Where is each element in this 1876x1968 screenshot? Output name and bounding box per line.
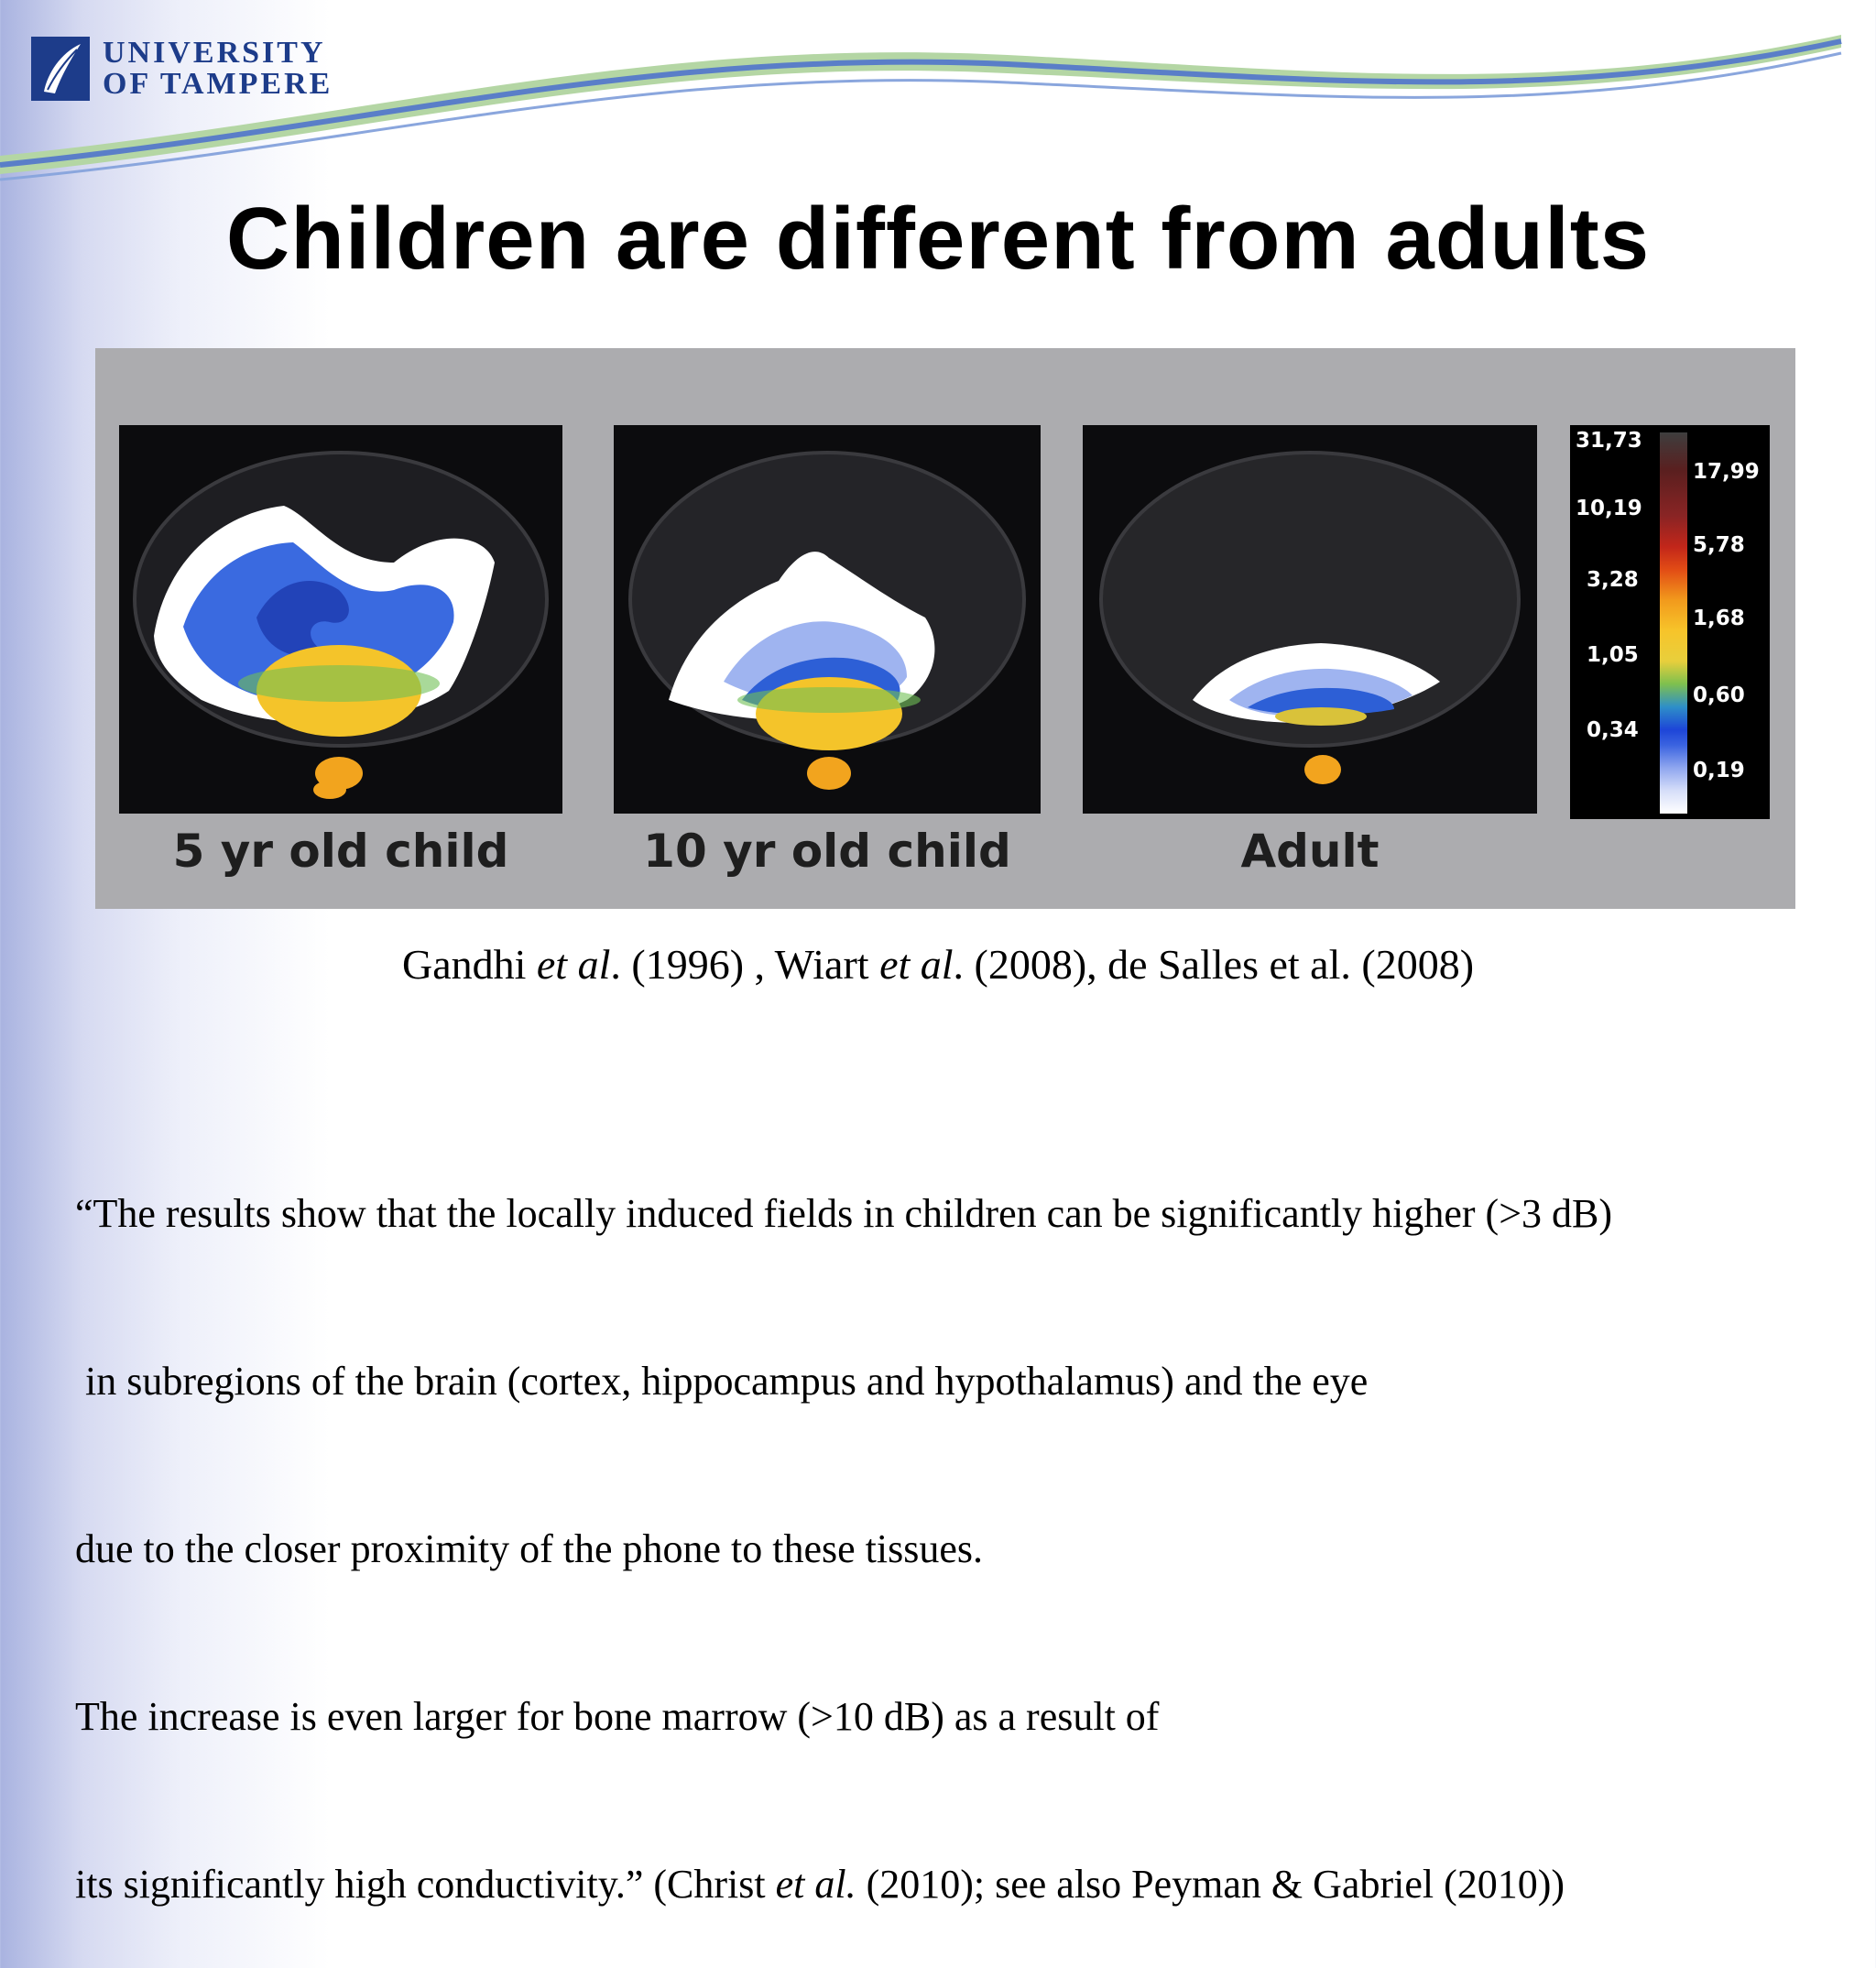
panel-label-5yr: 5 yr old child (172, 825, 509, 878)
leaf-emblem-icon (31, 37, 90, 101)
scale-tick-left-5: 0,34 (1587, 718, 1639, 742)
slide-title: Children are different from adults (225, 190, 1651, 288)
scale-tick-right-5: 0,19 (1693, 759, 1745, 782)
scale-tick-left-2: 10,19 (1576, 497, 1642, 520)
scale-tick-right-4: 0,60 (1693, 683, 1745, 707)
scale-tick-right-1: 17,99 (1693, 460, 1760, 484)
quote-line-4: The increase is even larger for bone mar… (75, 1694, 1160, 1739)
scale-tick-left-1: 31,73 (1576, 429, 1642, 453)
panel-5yr-child (119, 425, 562, 814)
research-quote: “The results show that the locally induc… (75, 1074, 1612, 1968)
quote-line-2: in subregions of the brain (cortex, hipp… (75, 1359, 1369, 1404)
sar-color-scale: 31,73 10,19 3,28 1,05 0,34 17,99 5,78 1,… (1570, 425, 1770, 819)
panel-label-adult: Adult (1240, 825, 1380, 878)
header-wave (0, 35, 1842, 181)
quote-line-5: its significantly high conductivity.” (C… (75, 1862, 1565, 1907)
brain-sar-figure: 31,73 10,19 3,28 1,05 0,34 17,99 5,78 1,… (95, 348, 1795, 909)
scale-tick-right-3: 1,68 (1693, 607, 1745, 630)
university-logo: UNIVERSITY OF TAMPERE (31, 37, 333, 101)
quote-line-3: due to the closer proximity of the phone… (75, 1526, 984, 1571)
panel-adult (1083, 425, 1537, 814)
panel-10yr-child (614, 425, 1041, 814)
panel-label-10yr: 10 yr old child (643, 825, 1011, 878)
scale-tick-left-3: 3,28 (1587, 568, 1639, 592)
scale-tick-right-2: 5,78 (1693, 533, 1745, 557)
figure-citation: Gandhi et al. (1996) , Wiart et al. (200… (401, 941, 1475, 988)
scale-tick-left-4: 1,05 (1587, 643, 1639, 667)
color-gradient-bar (1660, 432, 1687, 814)
quote-line-1: “The results show that the locally induc… (75, 1191, 1613, 1236)
logo-line-2: OF TAMPERE (103, 67, 333, 101)
logo-line-1: UNIVERSITY (103, 36, 326, 70)
